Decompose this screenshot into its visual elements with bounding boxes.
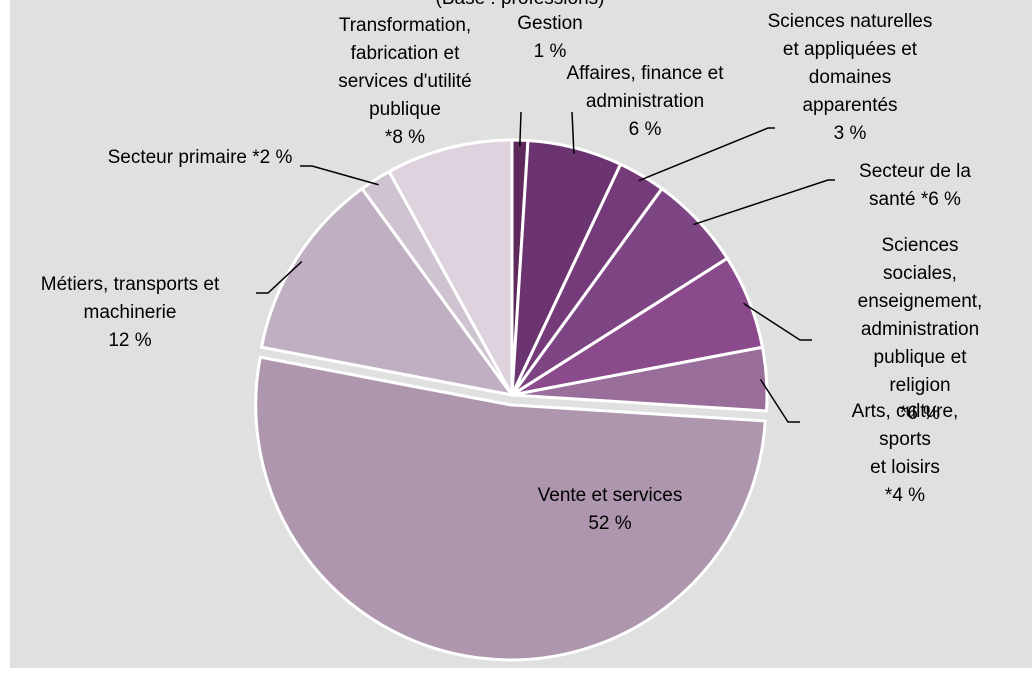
value-label: 1 % [533,41,567,62]
slice-label: Vente et services 52 % [538,482,683,538]
value-label: 3 % [833,123,867,144]
slice-label: Métiers, transports et machinerie 12 % [41,271,219,355]
leader-line [519,111,522,147]
leader-line [759,378,800,423]
leader-line [256,261,303,294]
leader-line [571,111,575,154]
value-label: *6 % [899,403,941,424]
value-label: *2 % [252,147,293,168]
category-label: Métiers, transports et machinerie [40,274,220,323]
category-label: Arts, culture, sports et loisirs [851,401,959,478]
pie-slice [511,345,769,413]
pie-slice [254,355,767,662]
slice-label: Sciences sociales, enseignement, adminis… [858,232,983,428]
category-label: Secteur primaire [107,147,247,168]
leader-line [638,127,775,182]
pie-slice [259,186,516,398]
category-label: Transformation, fabrication et services … [338,15,472,120]
value-label: *8 % [384,127,426,148]
category-label: Gestion [517,13,583,34]
slice-label: Secteur de la santé *6 % [859,158,971,214]
slice-label: Sciences naturelles et appliquées et dom… [768,8,933,148]
leader-line [693,179,835,226]
value-label: 52 % [588,513,632,534]
slice-label: Arts, culture, sports et loisirs *4 % [842,398,969,510]
category-label: Affaires, finance et administration [566,63,724,112]
leader-line [743,302,812,341]
category-label: Secteur de la santé [859,161,971,210]
category-label: Sciences sociales, enseignement, adminis… [857,235,983,396]
category-label: Vente et services [537,485,683,506]
category-label: Sciences naturelles et appliquées et dom… [767,11,933,116]
leader-line [300,165,379,186]
slice-label: Affaires, finance et administration 6 % [566,60,723,144]
value-label: 6 % [628,119,662,140]
slice-label: Secteur primaire *2 % [108,144,293,172]
value-label: *6 % [920,189,961,210]
value-label: 12 % [108,330,152,351]
chart-subtitle: (Base : professions) [436,0,605,10]
slice-label: Gestion 1 % [517,10,582,66]
value-label: *4 % [884,485,926,506]
slice-label: Transformation, fabrication et services … [338,12,472,152]
pie-slice [387,138,514,396]
